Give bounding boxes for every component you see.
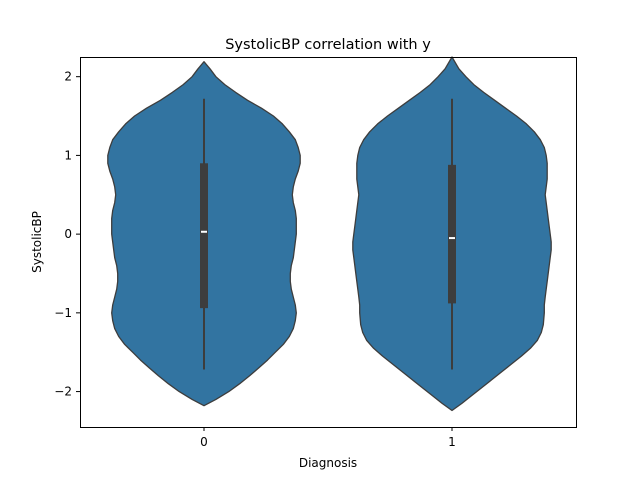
violins-group — [107, 56, 552, 412]
y-tick-label: −2 — [54, 385, 72, 399]
y-tick-label: 1 — [64, 148, 72, 162]
plot-frame — [80, 57, 577, 428]
iqr-box-0 — [200, 163, 208, 309]
y-axis-label: SystolicBP — [30, 211, 44, 273]
y-tick-label: 2 — [64, 70, 72, 84]
x-axis-label: Diagnosis — [299, 456, 357, 470]
iqr-box-1 — [448, 164, 456, 304]
x-tick-label: 1 — [448, 435, 456, 449]
y-axis-ticks: −2 −1 0 1 2 — [54, 70, 80, 399]
x-tick-label: 0 — [200, 435, 208, 449]
chart-title: SystolicBP correlation with y — [225, 37, 431, 53]
y-tick-label: 0 — [64, 227, 72, 241]
y-tick-label: −1 — [54, 306, 72, 320]
